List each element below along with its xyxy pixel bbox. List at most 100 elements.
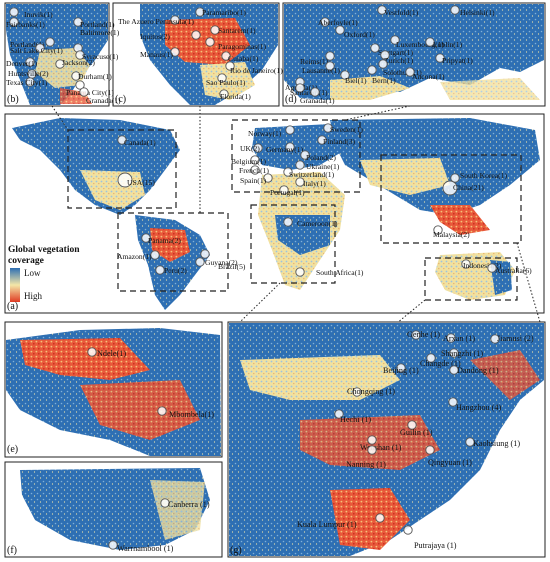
city-marker-f-1 [108, 540, 118, 550]
city-label-b-12: Panama City(1) [66, 88, 114, 97]
city-label-d-17: Granada(1) [300, 96, 335, 105]
city-marker-f-0 [160, 498, 170, 508]
panel-e [4, 321, 223, 458]
city-label-d-11: Solothurn(1) [383, 68, 422, 77]
city-marker-d-1 [450, 5, 460, 15]
city-label-a-11: Germany(1) [266, 145, 304, 154]
city-marker-a-4 [150, 250, 160, 260]
city-marker-d-0 [377, 5, 387, 15]
city-label-d-13: Biel(1) [345, 76, 367, 85]
city-label-a-24: Malaysia(2) [433, 230, 470, 239]
legend-title-line1: Global vegetation [8, 245, 80, 255]
city-label-a-26: Australia(6) [495, 266, 532, 275]
city-marker-g-3 [449, 348, 459, 358]
panel-label-a: (a) [7, 301, 18, 312]
city-label-g-5: Beijing (1) [383, 366, 419, 375]
city-label-a-23: China(21) [453, 183, 484, 192]
city-label-g-12: Nanning (1) [346, 460, 386, 469]
city-marker-a-3 [195, 257, 205, 267]
city-label-a-21: South Africa(1) [316, 268, 364, 277]
city-marker-g-16 [403, 525, 413, 535]
city-label-g-13: Qingyuan (1) [428, 458, 472, 467]
city-label-b-7: Jackson(2) [62, 58, 95, 67]
city-label-c-5: Manaus(1) [140, 50, 173, 59]
city-label-d-6: Stuttgart(1) [378, 48, 413, 57]
city-label-g-6: Dandong (1) [457, 366, 499, 375]
city-marker-c-5 [170, 47, 180, 57]
city-marker-d-6 [370, 43, 380, 53]
city-label-c-2: Santarem(1) [218, 26, 256, 35]
city-marker-a-11 [285, 142, 295, 152]
city-label-a-13: Poland(2) [306, 153, 336, 162]
city-label-c-8: Sao Paulo(1) [206, 78, 246, 87]
city-label-a-4: Amazon(1) [117, 252, 152, 261]
panel-label-c: (c) [115, 94, 126, 105]
city-label-g-11: Wenshan (1) [360, 443, 402, 452]
city-marker-b-0 [9, 7, 19, 17]
city-label-g-14: Kaohsiung (1) [473, 439, 520, 448]
city-label-g-2: Jiamusi (2) [497, 334, 534, 343]
city-marker-g-0 [411, 330, 421, 340]
city-marker-c-9 [219, 89, 229, 99]
city-label-g-8: Hangzhou (4) [456, 403, 502, 412]
city-label-a-20: Cameroon(1) [297, 219, 338, 228]
city-label-b-10: Durham(1) [78, 72, 112, 81]
city-marker-d-12 [367, 65, 377, 75]
city-marker-b-12 [75, 80, 85, 90]
city-marker-d-5 [425, 37, 435, 47]
city-marker-d-16 [295, 83, 305, 93]
city-label-c-1: The Azuero Peninsula(1) [118, 17, 194, 26]
city-label-a-8: Sweden(1) [330, 125, 363, 134]
city-marker-a-26 [487, 263, 497, 273]
city-marker-a-8 [323, 123, 333, 133]
city-marker-a-5 [155, 265, 165, 275]
city-label-b-11: Texas City(1) [6, 78, 48, 87]
city-marker-b-6 [35, 43, 45, 53]
city-label-c-6: Cuiaba(1) [228, 54, 259, 63]
city-label-b-8: Denver(1) [6, 59, 38, 68]
city-label-d-10: Lausanne(1) [302, 66, 340, 75]
city-markers: Inuvik(1)Fairbanks(1)Portland(1)Baltimor… [6, 5, 534, 553]
panel-labels: (b) (c) (d) (a) (e) (f) (g) [7, 94, 297, 556]
city-label-a-5: Peru(2) [164, 266, 187, 275]
legend-colorbar [10, 268, 20, 302]
city-label-d-0: Vestfold(1) [384, 8, 419, 17]
city-marker-b-11 [25, 77, 35, 87]
city-label-a-14: French(1) [239, 166, 269, 175]
city-marker-a-25 [461, 259, 471, 269]
city-label-g-15: Kuala Lumpur (1) [297, 520, 357, 529]
city-marker-d-17 [310, 87, 320, 97]
city-label-b-4: Portland(1) [80, 20, 115, 29]
city-label-d-2: Aberfoyle(1) [318, 18, 358, 27]
city-marker-c-8 [217, 73, 227, 83]
city-marker-a-0 [117, 135, 127, 145]
city-marker-g-15 [375, 513, 385, 523]
city-marker-a-1 [117, 172, 133, 188]
city-label-a-18: Italy(1) [303, 179, 326, 188]
city-marker-a-15 [295, 160, 305, 170]
city-marker-c-4 [205, 37, 215, 47]
city-marker-g-5 [396, 363, 406, 373]
city-label-g-3: Shangzhi (1) [441, 349, 483, 358]
city-label-b-2: Portland(1) [10, 40, 45, 49]
city-marker-a-17 [263, 173, 273, 183]
city-label-c-4: Paragominas(1) [218, 42, 267, 51]
city-label-a-2: Panama(2) [148, 236, 181, 245]
city-label-c-3: Iquitos(2) [140, 32, 170, 41]
city-marker-a-13 [300, 150, 310, 160]
city-label-a-16: Switzerland(1) [289, 170, 335, 179]
city-label-a-19: Portugal(1) [270, 188, 305, 197]
city-label-g-16: Putrajaya (1) [414, 541, 457, 550]
city-marker-a-24 [433, 225, 443, 235]
city-marker-a-19 [279, 185, 289, 195]
city-marker-d-8 [325, 51, 335, 61]
panel-f [4, 461, 223, 558]
city-label-a-6: Brazil(5) [218, 262, 246, 271]
city-marker-g-14 [465, 437, 475, 447]
city-label-d-16: Santarem(1) [290, 88, 328, 97]
city-label-d-14: Ancona(1) [412, 72, 445, 81]
panel-g [227, 321, 546, 558]
city-marker-d-10 [325, 61, 335, 71]
city-marker-a-18 [295, 177, 305, 187]
city-marker-a-21 [295, 267, 305, 277]
